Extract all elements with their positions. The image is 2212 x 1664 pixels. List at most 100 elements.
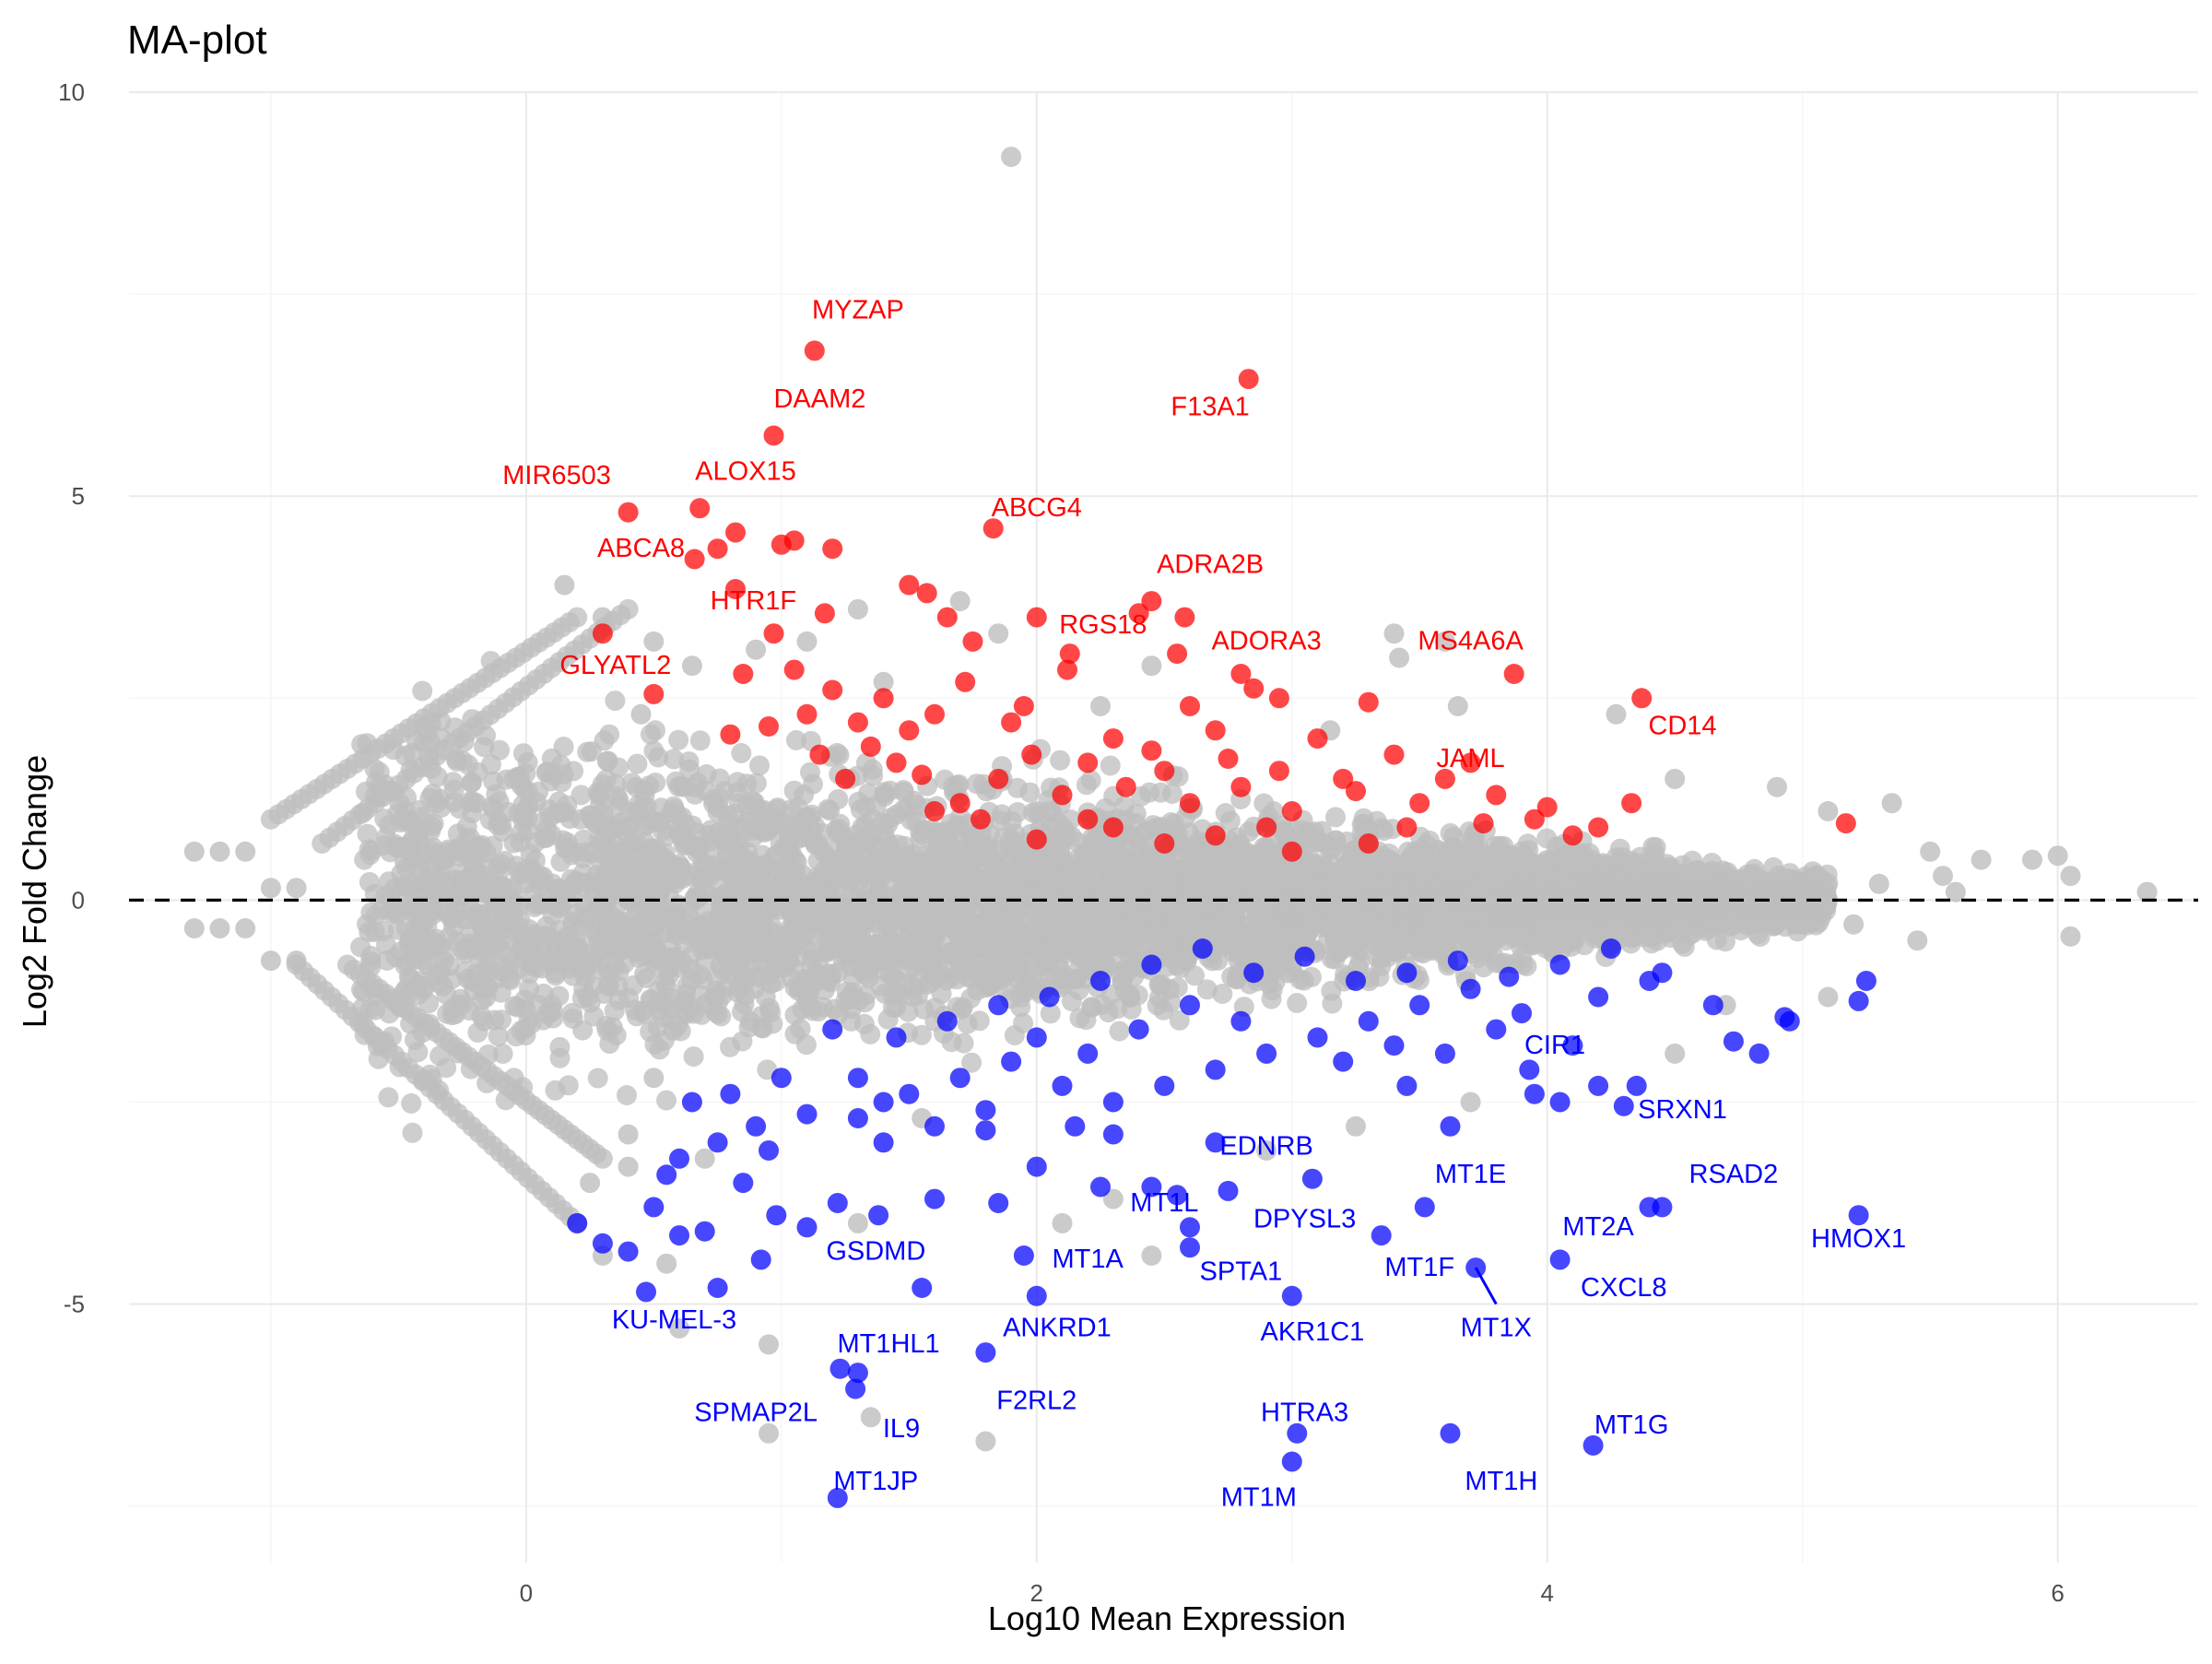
ns-point xyxy=(596,769,617,789)
ns-point xyxy=(868,903,888,923)
ns-point xyxy=(589,830,609,850)
ns-point xyxy=(729,936,749,956)
ns-point xyxy=(761,974,782,994)
ns-point xyxy=(1322,994,1342,1014)
ns-point xyxy=(843,967,864,987)
ns-point xyxy=(996,937,1017,957)
ns-point xyxy=(599,725,619,745)
ns-point xyxy=(1077,1009,1097,1030)
ns-point xyxy=(1298,869,1318,890)
ns-point xyxy=(549,1037,570,1057)
ns-point xyxy=(1033,956,1053,976)
ns-point xyxy=(1136,834,1157,855)
ns-point xyxy=(680,959,700,979)
ns-point xyxy=(867,934,888,954)
ns-point xyxy=(425,965,445,985)
ns-point xyxy=(649,812,669,832)
ns-point xyxy=(472,990,492,1010)
ns-point xyxy=(803,774,823,795)
ns-point xyxy=(1149,987,1170,1008)
ns-point xyxy=(784,781,805,801)
ns-point xyxy=(506,1026,526,1046)
ns-point xyxy=(1100,756,1121,776)
ns-point xyxy=(423,841,443,861)
ns-point xyxy=(735,985,756,1006)
ns-point xyxy=(1441,823,1461,844)
ns-point xyxy=(532,812,552,832)
ns-point xyxy=(500,968,520,988)
ns-point xyxy=(597,1021,618,1041)
ns-point xyxy=(423,873,443,893)
ns-point xyxy=(1092,995,1112,1015)
ns-point xyxy=(1384,900,1405,920)
ns-point xyxy=(360,903,381,923)
ns-point xyxy=(1111,847,1131,867)
ns-point xyxy=(865,953,886,974)
ns-point xyxy=(378,1087,398,1107)
ns-point xyxy=(796,990,817,1010)
ns-point xyxy=(690,730,711,750)
ns-point xyxy=(1324,950,1345,970)
ns-point xyxy=(489,791,510,811)
ns-point xyxy=(1331,928,1351,949)
ns-point xyxy=(542,749,562,769)
ns-point xyxy=(617,1085,637,1105)
ns-point xyxy=(935,849,955,869)
ns-point xyxy=(956,913,976,933)
ns-point xyxy=(396,877,417,897)
ns-point xyxy=(731,743,751,763)
ns-point xyxy=(851,799,871,820)
ns-point xyxy=(684,1004,704,1024)
ns-point xyxy=(571,785,592,805)
ns-point xyxy=(513,743,534,763)
ns-point xyxy=(512,822,532,843)
ns-points-layer xyxy=(184,147,2158,1451)
ns-point xyxy=(1267,867,1288,887)
ns-point xyxy=(1050,750,1070,771)
ns-point xyxy=(510,766,530,786)
ns-point xyxy=(830,814,850,834)
ns-point xyxy=(1253,794,1274,814)
ns-point xyxy=(894,878,914,898)
ns-point xyxy=(605,1001,625,1021)
ns-point xyxy=(457,817,477,837)
ns-point xyxy=(551,852,571,872)
ns-point xyxy=(668,730,688,750)
ns-point xyxy=(563,936,583,956)
ns-point xyxy=(793,820,813,841)
ns-point xyxy=(572,1021,593,1041)
ns-point xyxy=(526,792,547,812)
ns-point xyxy=(944,875,964,895)
ns-point xyxy=(615,953,635,974)
ns-point xyxy=(958,1014,978,1034)
ns-point xyxy=(741,872,761,892)
ns-point xyxy=(1277,887,1298,907)
ns-point xyxy=(1263,980,1283,1000)
ns-point xyxy=(498,911,518,931)
ns-point xyxy=(828,789,848,809)
ns-point xyxy=(1081,770,1101,790)
ns-point xyxy=(536,926,557,946)
ns-point xyxy=(598,867,618,887)
ns-point xyxy=(1162,784,1182,804)
ns-point xyxy=(414,807,434,827)
ns-point xyxy=(912,1025,932,1045)
ns-point xyxy=(768,797,788,818)
ns-point xyxy=(661,938,681,959)
ns-point xyxy=(562,1003,582,1023)
ns-point xyxy=(676,984,696,1004)
ns-point xyxy=(1163,869,1183,890)
ns-point xyxy=(759,998,780,1019)
ns-point xyxy=(860,1024,880,1044)
ns-point xyxy=(749,755,770,775)
ns-point xyxy=(467,838,488,858)
ns-point xyxy=(454,962,475,982)
ns-point xyxy=(1197,979,1218,999)
ns-point xyxy=(898,927,918,948)
ns-point xyxy=(684,1046,704,1067)
ns-point xyxy=(960,931,981,951)
ns-point xyxy=(453,750,473,771)
ns-point xyxy=(729,793,749,813)
